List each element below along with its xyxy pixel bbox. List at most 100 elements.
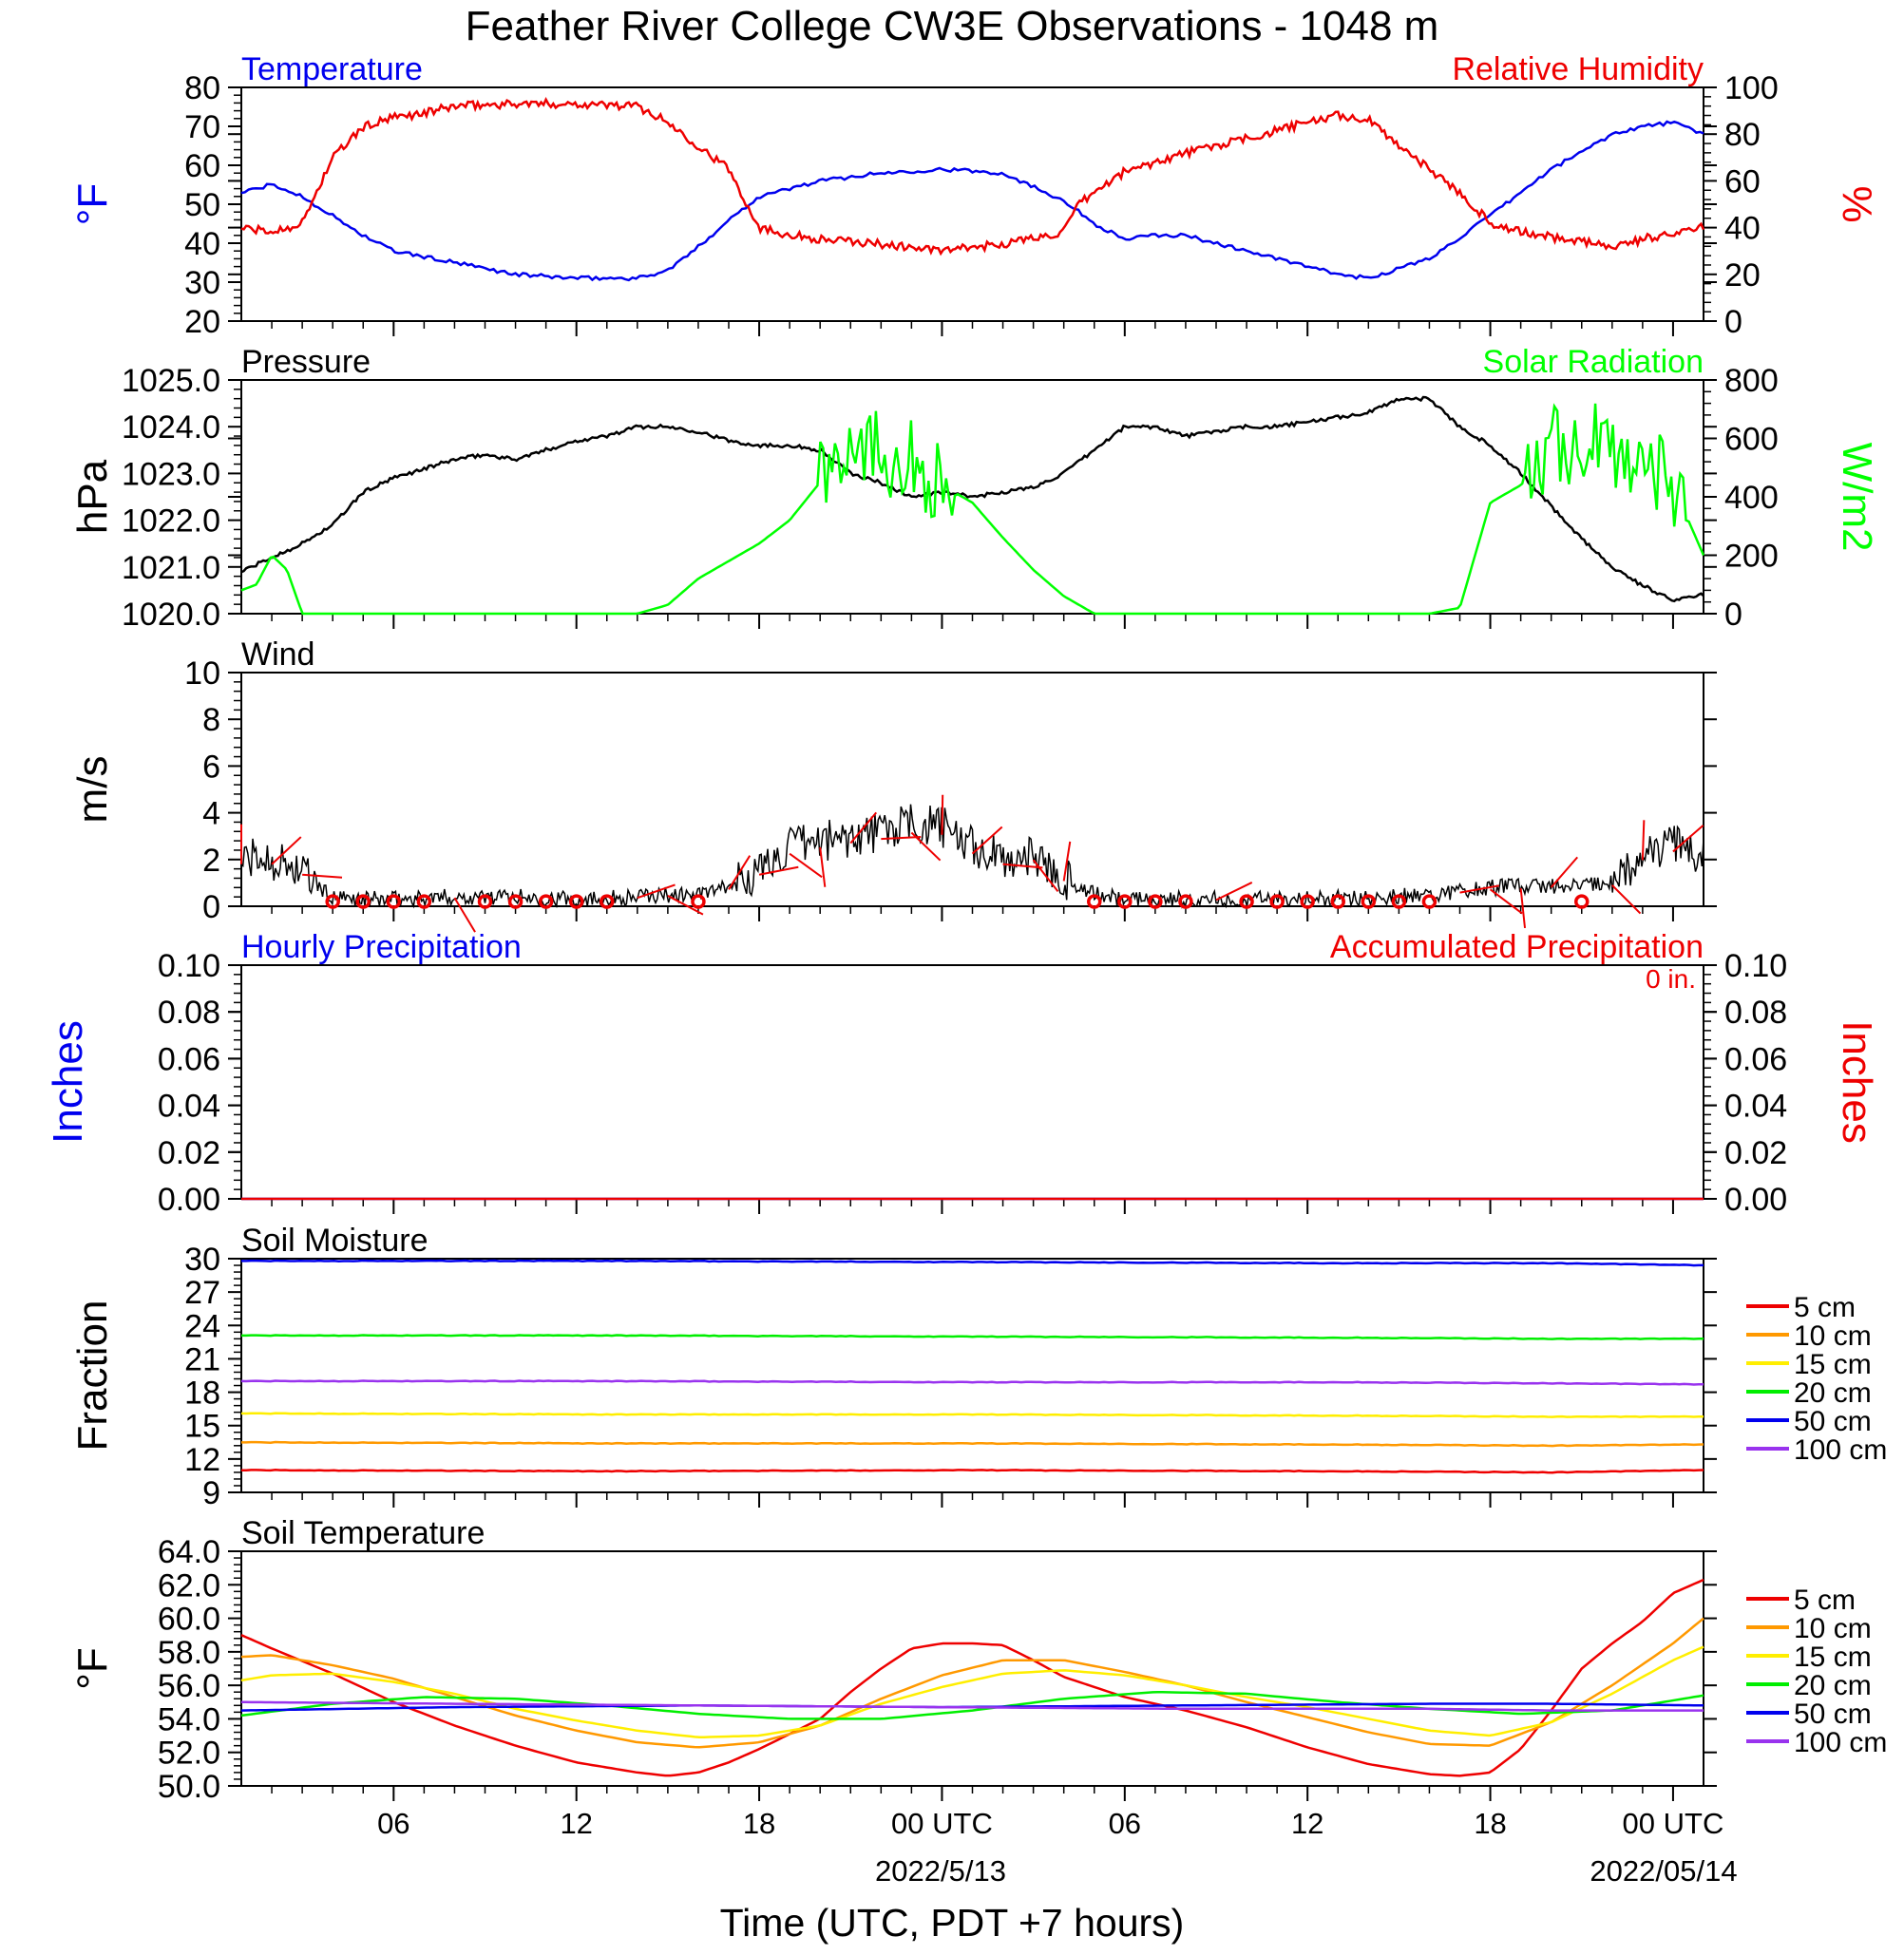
x-tick-label: 06 [1109,1807,1141,1840]
wind-barb-calm [507,894,524,909]
y-tick-label-left: 0.08 [158,995,220,1031]
y-tick-label-left: 6 [202,749,220,785]
y-tick-label-right: 40 [1724,211,1761,247]
x-tick-label: 12 [560,1807,592,1840]
y-tick-label-left: 21 [184,1341,220,1377]
wind-barb [1611,884,1642,915]
legend-label-depth_10: 10 cm [1794,1320,1872,1352]
y-axis-label-left: hPa [69,459,116,534]
wind-barb-calm [1361,894,1377,909]
wind-barb [302,873,343,879]
x-tick-label: 18 [1474,1807,1506,1840]
y-tick-label-left: 0 [202,889,220,925]
y-tick-label-right: 0.02 [1724,1135,1787,1171]
y-tick-label-right: 0.10 [1724,948,1787,984]
wind-barb [1672,825,1704,853]
panel-2: 0 2 4 6 8 10 Wind m/s [69,636,1717,933]
legend-label-depth_100: 100 cm [1794,1434,1887,1466]
panel-3: 0.00 0.02 0.04 0.06 0.08 0.10 0.00 0.02 0.04 0.06… [45,929,1880,1218]
wind-barb-calm [1574,894,1590,909]
panel-5: 50.052.054.056.058.060.062.064.0 Soil Tem… [69,1515,1887,1840]
y-tick-label-right: 100 [1724,70,1779,106]
wind-barb-calm [1117,894,1133,909]
y-tick-label-left: 56.0 [158,1668,220,1704]
y-axis-label-left: °F [69,1647,116,1689]
wind-barb-calm [1239,894,1254,909]
legend-label-depth_15: 15 cm [1794,1349,1872,1380]
series-line-100-cm [240,1379,1704,1386]
y-tick-label-left: 30 [184,265,220,301]
y-tick-label-left: 15 [184,1409,220,1445]
y-axis-label-left: Inches [45,1020,91,1144]
date-label-1: 2022/5/13 [875,1854,1006,1888]
panel-title-left: Soil Moisture [241,1223,428,1259]
wind-barb [881,835,922,841]
panel-title-right: Relative Humidity [1452,51,1704,87]
y-tick-label-right: 0.08 [1724,995,1787,1031]
wind-barb-calm [1087,894,1102,909]
y-tick-label-left: 4 [202,796,220,832]
wind-barb-calm [568,894,584,909]
legend-label-depth_10: 10 cm [1794,1613,1872,1644]
wind-barb [453,897,476,933]
x-axis-label: Time (UTC, PDT +7 hours) [720,1901,1185,1945]
figure-title: Feather River College CW3E Observations … [466,3,1439,49]
y-tick-label-left: 10 [184,655,220,692]
y-tick-label-right: 0.00 [1724,1182,1787,1218]
y-tick-label-left: 20 [184,304,220,340]
wind-barb-calm [1330,894,1345,909]
wind-barb-calm [600,894,615,909]
wind-barb [971,826,1003,855]
series-line-50-cm [241,1259,1704,1267]
panel-title-right: Solar Radiation [1483,344,1704,380]
wind-barb-calm [1391,894,1407,909]
y-tick-label-left: 24 [184,1308,220,1344]
wind-barb [1062,841,1072,882]
y-tick-label-right: 0.04 [1724,1089,1787,1125]
y-axis-label-left: m/s [69,756,116,824]
legend-label-depth_50: 50 cm [1794,1699,1872,1730]
y-tick-label-left: 0.06 [158,1041,220,1077]
x-tick-label: 18 [743,1807,775,1840]
wind-barb-calm [1300,894,1315,909]
y-tick-label-left: 0.04 [158,1089,220,1125]
series-line-15-cm [240,1412,1704,1418]
y-tick-label-right: 0 [1724,597,1742,633]
wind-barb-calm [538,894,554,909]
panel-title-left: Wind [241,636,314,673]
wind-barb-calm [325,894,340,909]
y-tick-label-left: 27 [184,1275,220,1311]
y-tick-label-left: 70 [184,109,220,145]
panel-title-left: Hourly Precipitation [241,929,522,965]
y-tick-label-right: 400 [1724,480,1779,516]
wind-barb [1002,863,1043,869]
y-tick-label-right: 60 [1724,163,1761,199]
series-line-5-cm [241,1469,1704,1474]
series-line-wind [240,804,1704,909]
wind-barb-calm [1178,894,1193,909]
wind-barb [728,855,752,890]
panel-1: 1020.0 1021.0 1022.0 1023.0 1024.0 1025.0 0 200… [69,344,1880,633]
y-axis-label-left: °F [69,183,116,225]
wind-barb [910,831,942,862]
wind-barb-calm [355,894,371,909]
y-tick-label-left: 1023.0 [122,456,220,492]
wind-barb-calm [416,894,432,909]
y-tick-label-left: 62.0 [158,1567,220,1604]
wind-barb [1550,856,1578,888]
series-line-10-cm [241,1440,1704,1448]
y-axis-label-right: W/m2 [1834,443,1880,552]
panel-title-left: Temperature [241,51,423,87]
panel-title-left: Soil Temperature [241,1515,485,1551]
y-tick-label-left: 50 [184,187,220,223]
x-tick-label: 00 UTC [891,1807,993,1840]
series-line-15-cm [240,1645,1704,1739]
y-tick-label-left: 60.0 [158,1602,220,1638]
wind-barb [1489,888,1523,915]
y-tick-label-left: 80 [184,70,220,106]
wind-barb-calm [1148,894,1163,909]
legend-label-depth_100: 100 cm [1794,1727,1887,1758]
y-tick-label-left: 8 [202,702,220,738]
